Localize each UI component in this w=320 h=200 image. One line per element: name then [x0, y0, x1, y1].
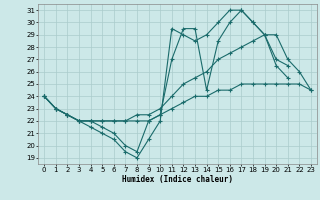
X-axis label: Humidex (Indice chaleur): Humidex (Indice chaleur)	[122, 175, 233, 184]
